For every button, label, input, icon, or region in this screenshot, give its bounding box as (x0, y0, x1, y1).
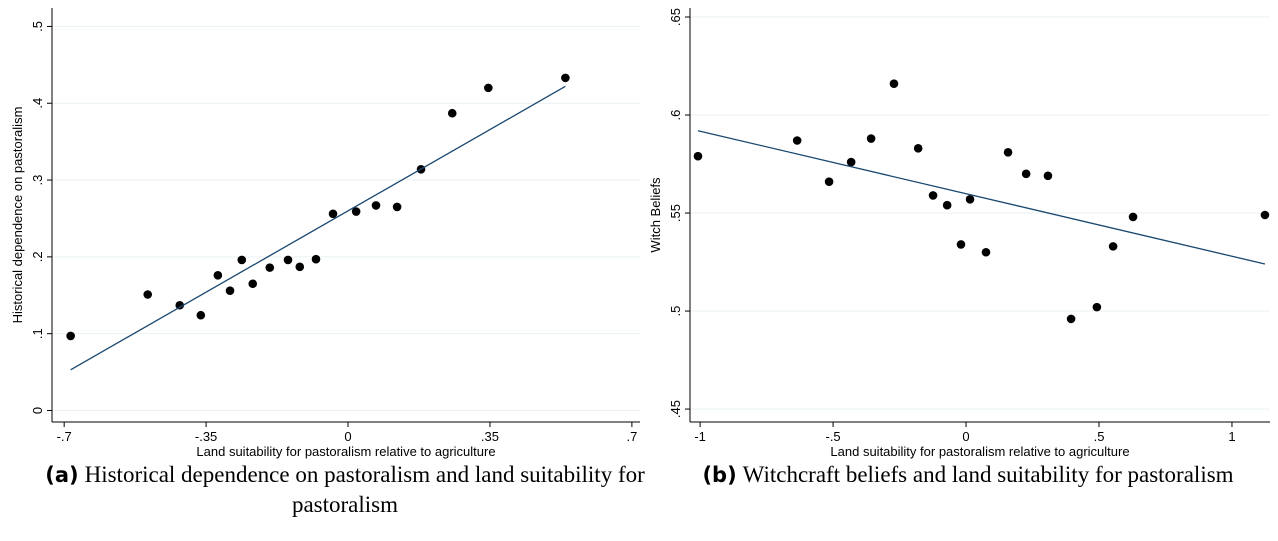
point (846, 157, 856, 167)
point (1021, 169, 1031, 179)
point (328, 209, 338, 219)
y-tick-label: .45 (668, 400, 683, 418)
x-tick-label: -1 (694, 429, 706, 444)
x-tick-label: .35 (481, 429, 499, 444)
caption-a: (a) Historical dependence on pastoralism … (45, 460, 645, 519)
point (1108, 242, 1118, 251)
x-tick-label: 0 (962, 429, 969, 444)
x-tick-label: -.5 (825, 429, 840, 444)
point (283, 255, 293, 265)
x-tick-label: .7 (626, 429, 637, 444)
point (484, 83, 493, 93)
point (66, 331, 75, 341)
caption-b: (b) Witchcraft beliefs and land suitabili… (668, 460, 1268, 490)
point (1092, 302, 1102, 312)
point (1066, 314, 1076, 324)
y-tick-label: .3 (30, 175, 45, 186)
point (196, 310, 206, 320)
point (792, 136, 802, 145)
point (561, 73, 570, 83)
point (248, 279, 258, 289)
x-tick-label: -.7 (57, 429, 72, 444)
point (265, 263, 275, 272)
caption-text: Historical dependence on pastoralism and… (84, 462, 645, 517)
x-tick-label: 0 (344, 429, 351, 444)
point (447, 108, 457, 118)
y-tick-label: .2 (30, 251, 45, 262)
caption-label: (b) (702, 463, 737, 487)
point (965, 195, 975, 204)
point (295, 262, 305, 272)
point (143, 290, 153, 299)
point (225, 286, 235, 295)
y-tick-label: .5 (30, 21, 45, 32)
y-axis-label: Historical dependence on pastoralism (10, 107, 25, 324)
point (175, 300, 185, 310)
point (928, 191, 938, 200)
point (1128, 212, 1138, 222)
x-axis-label: Land suitability for pastoralism relativ… (830, 444, 1129, 459)
y-tick-label: .6 (668, 110, 683, 121)
x-tick-label: -.35 (195, 429, 217, 444)
point (889, 79, 899, 88)
fit-line (697, 130, 1266, 265)
point (311, 254, 321, 264)
y-axis-label: Witch Beliefs (648, 177, 663, 253)
point (1003, 147, 1013, 157)
x-axis-label: Land suitability for pastoralism relativ… (196, 444, 495, 459)
y-tick-label: .4 (30, 98, 45, 109)
point (1260, 210, 1270, 220)
point (237, 255, 247, 265)
point (371, 201, 381, 210)
caption-label: (a) (45, 463, 79, 487)
fit-line (70, 85, 566, 371)
point (913, 144, 923, 153)
point (824, 177, 834, 186)
point (866, 134, 876, 143)
charts: 0 .1 .2 .3 .4 .5 -.7 -.35 0 .35 .7 Land suitability… (10, 8, 1270, 459)
y-tick-label: .65 (668, 8, 683, 26)
point (981, 247, 991, 257)
y-tick-label: .1 (30, 328, 45, 339)
x-tick-label: .5 (1094, 429, 1105, 444)
point (693, 151, 703, 161)
x-tick-label: 1 (1228, 429, 1235, 444)
caption-text: Witchcraft beliefs and land suitability … (742, 462, 1234, 487)
y-tick-label: .5 (668, 306, 683, 317)
point (351, 207, 361, 216)
point (213, 270, 223, 280)
point (1043, 171, 1053, 181)
y-tick-label: .55 (668, 204, 683, 222)
point (942, 200, 952, 210)
point (392, 202, 402, 212)
point (956, 240, 966, 249)
y-tick-label: 0 (30, 407, 45, 414)
